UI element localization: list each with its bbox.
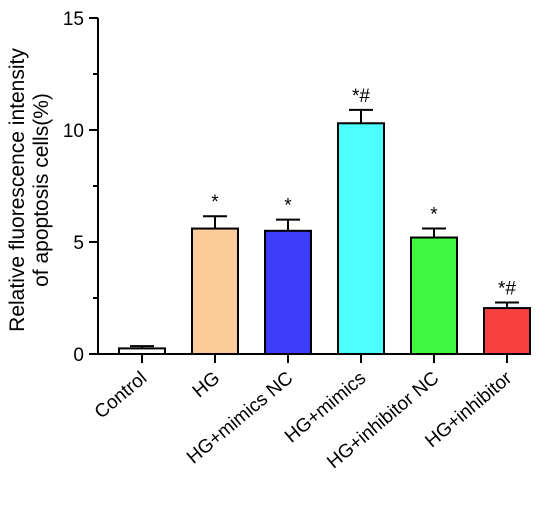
y-axis: 0 5 10 15 <box>63 9 99 366</box>
significance-marks: * * *# * *# <box>211 86 516 300</box>
y-axis-label-line1: Relative fluorescence intensity <box>6 48 29 332</box>
bar-hg-inhibitor-nc <box>410 236 458 356</box>
significance-mark: * <box>211 192 219 213</box>
bar-hg <box>191 227 239 355</box>
bar-hg-inhibitor <box>483 307 531 355</box>
bars <box>118 122 531 356</box>
significance-mark: * <box>430 205 438 226</box>
y-tick-label: 0 <box>73 345 84 366</box>
x-tick-label: HG <box>189 368 224 402</box>
y-tick-label: 15 <box>63 9 84 30</box>
significance-mark: *# <box>498 278 516 299</box>
y-axis-label-line2: of apoptosis cells(%) <box>30 93 53 287</box>
bar-hg-mimics <box>337 122 385 355</box>
error-bars <box>130 108 519 349</box>
significance-mark: *# <box>352 86 370 107</box>
x-tick-label: Control <box>91 368 151 423</box>
x-axis <box>97 353 530 363</box>
significance-mark: * <box>284 196 292 217</box>
y-tick-label: 5 <box>73 233 84 254</box>
y-axis-label: Relative fluorescence intensity of apopt… <box>6 48 53 332</box>
y-tick-label: 10 <box>63 121 84 142</box>
bar-hg-mimics-nc <box>264 229 312 355</box>
bar-control <box>118 347 166 355</box>
